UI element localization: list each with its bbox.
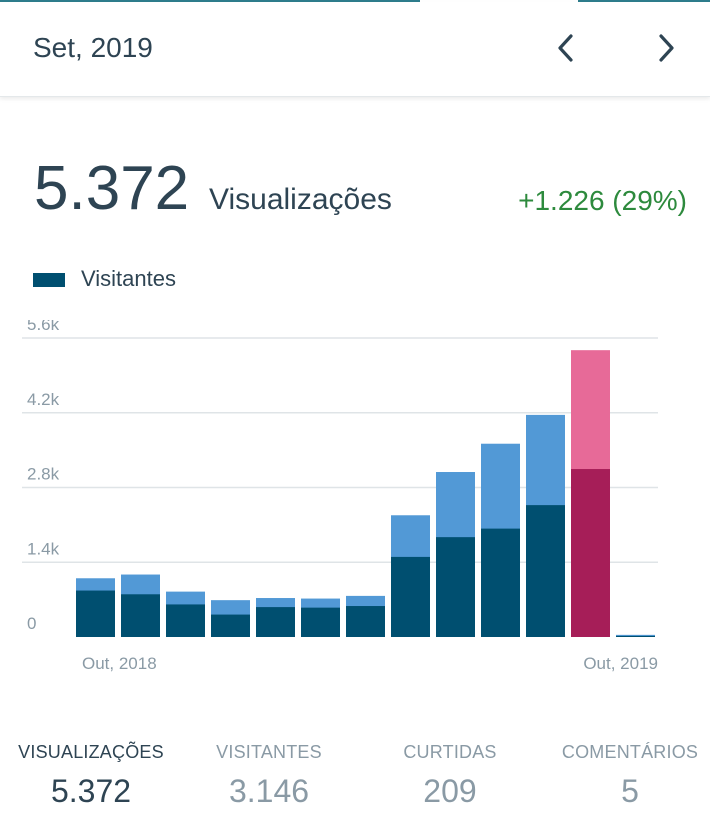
views-change-indicator: +1.226 (29%) — [518, 185, 687, 216]
y-tick-label: 1.4k — [27, 539, 60, 558]
stat-value-views: 5.372 — [50, 773, 132, 809]
stat-value-visitors: 3.146 — [228, 773, 310, 809]
visitors-bar[interactable] — [121, 594, 160, 637]
chevron-right-icon — [659, 34, 674, 62]
visitors-bar[interactable] — [301, 607, 340, 637]
stat-tab-views[interactable]: VISUALIZAÇÕES 5.372 — [2, 742, 180, 810]
period-header: Set, 2019 — [0, 2, 710, 97]
period-title: Set, 2019 — [33, 32, 153, 63]
total-views-label: Visualizações — [209, 183, 392, 216]
visitors-bar[interactable] — [571, 469, 610, 637]
visitors-bar[interactable] — [481, 528, 520, 637]
y-tick-label: 4.2k — [27, 390, 60, 409]
stat-value-likes: 209 — [423, 773, 477, 809]
y-tick-label: 0 — [27, 614, 36, 633]
stat-label-likes: CURTIDAS — [403, 742, 497, 762]
visitors-bar[interactable] — [526, 505, 565, 637]
stat-tab-likes[interactable]: CURTIDAS 209 — [361, 742, 539, 810]
stat-label-visitors: VISITANTES — [216, 742, 322, 762]
next-period-button[interactable] — [646, 28, 686, 68]
top-accent-line-right — [578, 0, 710, 2]
visitors-bar[interactable] — [391, 556, 430, 637]
visitors-bar[interactable] — [211, 614, 250, 637]
visitors-bar[interactable] — [76, 590, 115, 637]
legend-swatch-visitors — [33, 273, 65, 287]
x-tick-label: Out, 2019 — [583, 654, 658, 673]
y-tick-label: 5.6k — [27, 320, 60, 334]
views-bar-chart: 0 1.4k 2.8k 4.2k 5.6k Out, 2018 Out, 2019 — [22, 320, 658, 673]
legend-label-visitors: Visitantes — [81, 266, 176, 291]
stat-label-comments: COMENTÁRIOS — [561, 742, 699, 762]
stat-tab-comments[interactable]: COMENTÁRIOS 5 — [541, 742, 710, 810]
top-accent-line-left — [0, 0, 420, 2]
visitors-bar[interactable] — [436, 537, 475, 637]
x-tick-label: Out, 2018 — [82, 654, 157, 673]
y-tick-label: 2.8k — [27, 465, 60, 484]
stat-label-views: VISUALIZAÇÕES — [18, 742, 164, 762]
stats-tabs: VISUALIZAÇÕES 5.372 VISITANTES 3.146 CUR… — [0, 742, 710, 822]
stat-value-comments: 5 — [621, 773, 639, 809]
chevron-left-icon — [558, 34, 573, 62]
previous-period-button[interactable] — [546, 28, 586, 68]
stat-tab-visitors[interactable]: VISITANTES 3.146 — [180, 742, 358, 810]
visitors-bar[interactable] — [256, 607, 295, 637]
visitors-bar[interactable] — [166, 604, 205, 637]
visitors-bar[interactable] — [616, 635, 655, 637]
total-views-value: 5.372 — [34, 154, 190, 223]
visitors-bar[interactable] — [346, 606, 385, 637]
